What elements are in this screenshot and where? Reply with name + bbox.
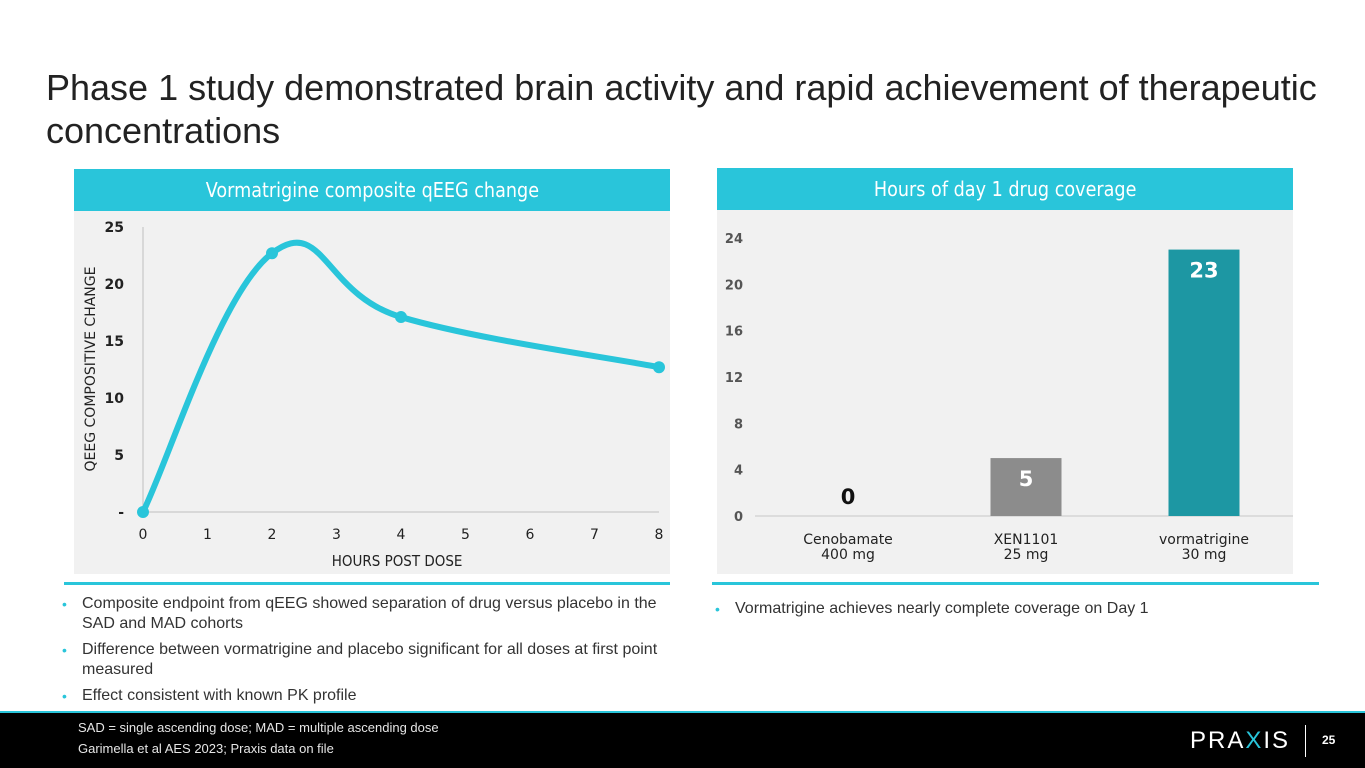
- y-tick-label: 24: [725, 232, 743, 247]
- bar-value-label: 5: [1019, 467, 1034, 491]
- x-tick-label: 2: [268, 527, 277, 543]
- y-tick-label: 12: [725, 371, 743, 386]
- left-bullet-list: Composite endpoint from qEEG showed sepa…: [62, 594, 662, 712]
- qeeg-series-line: [140, 239, 662, 515]
- x-tick-label: 3: [332, 527, 341, 543]
- x-tick-label: 1: [203, 527, 212, 543]
- y-axis-label: QEEG COMPOSITIVE CHANGE: [83, 267, 99, 472]
- bullet-item: Composite endpoint from qEEG showed sepa…: [62, 594, 662, 634]
- coverage-chart-header: Hours of day 1 drug coverage: [717, 168, 1293, 210]
- bar-value-label: 0: [841, 485, 856, 509]
- bullet-item: Effect consistent with known PK profile: [62, 686, 662, 706]
- coverage-chart-panel: Hours of day 1 drug coverage 0 4 8 12 16 20 24…: [717, 168, 1293, 574]
- y-tick-label: 20: [725, 278, 743, 293]
- y-tick-label: 16: [725, 325, 743, 340]
- y-tick-label: 8: [734, 417, 743, 432]
- x-tick-label: 4: [397, 527, 406, 543]
- right-divider: [712, 582, 1319, 585]
- footnote-source: Garimella et al AES 2023; Praxis data on…: [78, 741, 334, 756]
- qeeg-line-chart: - 5 10 15 20 25 0 1 2 3 4 5 6 7 8 HOURS POST DOSE QEE…: [83, 220, 665, 570]
- data-point: [653, 361, 665, 374]
- bar-value-label: 23: [1189, 259, 1218, 283]
- qeeg-chart-panel: Vormatrigine composite qEEG change -5 10 1…: [74, 169, 670, 574]
- category-label: Cenobamate: [803, 532, 893, 548]
- bar: [990, 458, 1062, 516]
- footnote-abbreviations: SAD = single ascending dose; MAD = multi…: [78, 720, 439, 735]
- x-axis-label: HOURS POST DOSE: [332, 553, 463, 570]
- data-point: [266, 247, 278, 260]
- y-tick-label: 20: [105, 277, 125, 293]
- y-tick-label: 25: [105, 220, 124, 236]
- logo-separator: [1305, 725, 1306, 757]
- x-tick-label: 5: [461, 527, 470, 543]
- page-number: 25: [1322, 733, 1336, 747]
- data-point: [137, 506, 149, 518]
- y-tick-label: 5: [114, 448, 124, 464]
- left-divider: [64, 582, 670, 585]
- category-dose-label: 30 mg: [1182, 547, 1227, 563]
- y-tick-label: 15: [105, 334, 124, 350]
- x-tick-label: 6: [526, 527, 535, 543]
- coverage-chart-title: Hours of day 1 drug coverage: [873, 177, 1137, 201]
- x-tick-label: 8: [655, 527, 664, 543]
- qeeg-chart-header: Vormatrigine composite qEEG change: [74, 169, 670, 211]
- category-dose-label: 400 mg: [821, 547, 875, 563]
- x-tick-label: 0: [139, 527, 148, 543]
- praxis-logo: PRA X IS: [1190, 727, 1291, 754]
- bullet-item: Vormatrigine achieves nearly complete co…: [715, 599, 1275, 619]
- category-dose-label: 25 mg: [1004, 547, 1049, 563]
- x-tick-label: 7: [590, 527, 599, 543]
- data-point: [395, 311, 407, 324]
- y-tick-label: 10: [105, 391, 125, 407]
- bullet-item: Difference between vormatrigine and plac…: [62, 640, 662, 680]
- right-bullet-list: Vormatrigine achieves nearly complete co…: [715, 599, 1275, 625]
- footer-bar: SAD = single ascending dose; MAD = multi…: [0, 711, 1365, 768]
- y-tick-label: 4: [734, 464, 743, 479]
- y-tick-label: 0: [734, 510, 743, 525]
- category-label: vormatrigine: [1159, 532, 1249, 548]
- category-label: XEN1101: [994, 532, 1059, 548]
- slide-title: Phase 1 study demonstrated brain activit…: [46, 67, 1317, 151]
- y-tick-label: -: [118, 505, 124, 521]
- bar: [1168, 249, 1240, 516]
- qeeg-chart-title: Vormatrigine composite qEEG change: [205, 178, 539, 202]
